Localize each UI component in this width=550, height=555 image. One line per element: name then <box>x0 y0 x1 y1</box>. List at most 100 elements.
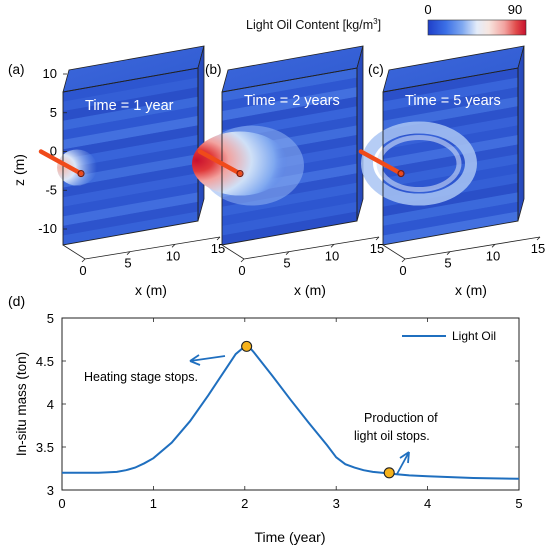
layer-band <box>63 77 198 112</box>
annotation-production-text-2: light oil stops. <box>354 429 430 443</box>
z-tick-label: 0 <box>50 144 57 159</box>
chart-tag: (d) <box>8 293 25 309</box>
x-tick-label: 3 <box>333 496 340 511</box>
layer-band <box>63 125 198 159</box>
x-tick-label: 10 <box>325 248 339 263</box>
layer-band <box>383 192 518 226</box>
series-line-light-oil <box>62 345 520 480</box>
y-ticks: 3 3.5 4 4.5 5 <box>36 311 519 498</box>
layer-band <box>63 87 198 121</box>
y-tick-label: 3 <box>47 483 54 498</box>
layer-band <box>63 192 198 226</box>
layer-band <box>222 182 357 217</box>
side-face <box>356 45 364 222</box>
y-tick-label: 3.5 <box>36 440 54 455</box>
panel-x-axis-label: x (m) <box>135 282 167 298</box>
x-tick-label: 0 <box>399 263 406 278</box>
panels-3d: (a) Time = 1 year 0 5 10 15 x (m) 10 5 0 -5 -10 z (m… <box>8 45 545 298</box>
x-axis-line <box>84 236 221 260</box>
layer-band <box>222 77 357 112</box>
x-tick-label: 5 <box>283 256 290 271</box>
colorbar-label: Light Oil Content [kg/m3] <box>246 17 381 32</box>
layer-band <box>383 201 518 236</box>
well-icon <box>197 149 243 176</box>
y-tick-label: 4 <box>47 397 54 412</box>
side-face <box>517 45 525 222</box>
layer-band <box>383 87 518 121</box>
legend-label: Light Oil <box>452 329 496 343</box>
layer-band <box>383 144 518 179</box>
markers <box>241 340 395 479</box>
layer-band <box>222 68 357 102</box>
x-axis-line <box>404 236 541 260</box>
panel-tag: (a) <box>8 62 25 77</box>
layer-band <box>222 192 357 226</box>
x-tick-label: 4 <box>424 496 431 511</box>
y-tick-label: 4.5 <box>36 354 54 369</box>
layer-band <box>383 211 518 245</box>
layer-band <box>222 211 357 245</box>
colorbar-min-label: 0 <box>424 2 431 17</box>
layer-band <box>383 68 518 102</box>
z-axis-label: z (m) <box>11 154 27 186</box>
layer-band <box>63 173 198 207</box>
x-ticks: 0 1 2 3 4 5 <box>58 318 523 511</box>
x-tick-label: 2 <box>241 496 248 511</box>
time-label: Time = 5 years <box>405 93 501 109</box>
layer-band <box>383 125 518 159</box>
z-tick-label: 5 <box>50 105 57 120</box>
z-tick-label: -5 <box>45 182 57 197</box>
layer-band <box>63 115 198 150</box>
z-tick-label: 10 <box>43 66 57 81</box>
oil-plume <box>57 149 97 186</box>
x-tick-label: 15 <box>531 241 545 256</box>
layer-band <box>222 96 357 131</box>
x-axis-line <box>243 236 380 260</box>
x-tick-label: 5 <box>444 256 451 271</box>
panel-tag: (b) <box>205 62 222 77</box>
layer-band <box>383 77 518 112</box>
y-tick-label: 5 <box>47 311 54 326</box>
y-axis-label: In-situ mass (ton) <box>14 352 29 456</box>
x-tick-label: 0 <box>79 263 86 278</box>
side-face <box>197 45 205 222</box>
colorbar <box>427 19 527 36</box>
layer-band <box>383 154 518 188</box>
layer-band <box>222 201 357 236</box>
time-label: Time = 1 year <box>85 98 174 114</box>
panel-x-axis-label: x (m) <box>455 282 487 298</box>
panel-tag: (c) <box>368 62 384 77</box>
time-label: Time = 2 years <box>244 93 340 109</box>
x-tick-label: 1 <box>150 496 157 511</box>
annotation-heating-text: Heating stage stops. <box>84 370 198 384</box>
layer-band <box>383 134 518 169</box>
colorbar-max-label: 90 <box>508 2 522 17</box>
x-tick-label: 5 <box>124 256 131 271</box>
oil-plume <box>192 131 288 196</box>
layer-band <box>63 182 198 217</box>
layer-band <box>63 134 198 169</box>
plot-area <box>61 317 520 491</box>
oil-ring <box>361 121 477 206</box>
panel-x-axis-label: x (m) <box>294 282 326 298</box>
annotation-production-text-1: Production of <box>364 411 438 425</box>
layer-band <box>63 96 198 131</box>
panel-3: (c) Time = 5 years 0 5 10 15 x (m) <box>358 45 545 298</box>
x-tick-label: 0 <box>238 263 245 278</box>
well-icon <box>358 149 404 176</box>
annotation-heating: Heating stage stops. <box>84 354 226 384</box>
layer-band <box>63 163 198 198</box>
marker-point-1 <box>241 340 253 352</box>
x-tick-label: 0 <box>58 496 65 511</box>
panel-2: (b) Time = 2 years 0 5 10 15 x (m) <box>192 45 384 298</box>
z-tick-label: -10 <box>38 221 57 236</box>
x-tick-label: 15 <box>370 241 384 256</box>
layer-band <box>63 211 198 245</box>
layer-band <box>63 106 198 140</box>
layer-band <box>63 201 198 236</box>
layer-band <box>383 182 518 217</box>
layer-band <box>63 154 198 188</box>
